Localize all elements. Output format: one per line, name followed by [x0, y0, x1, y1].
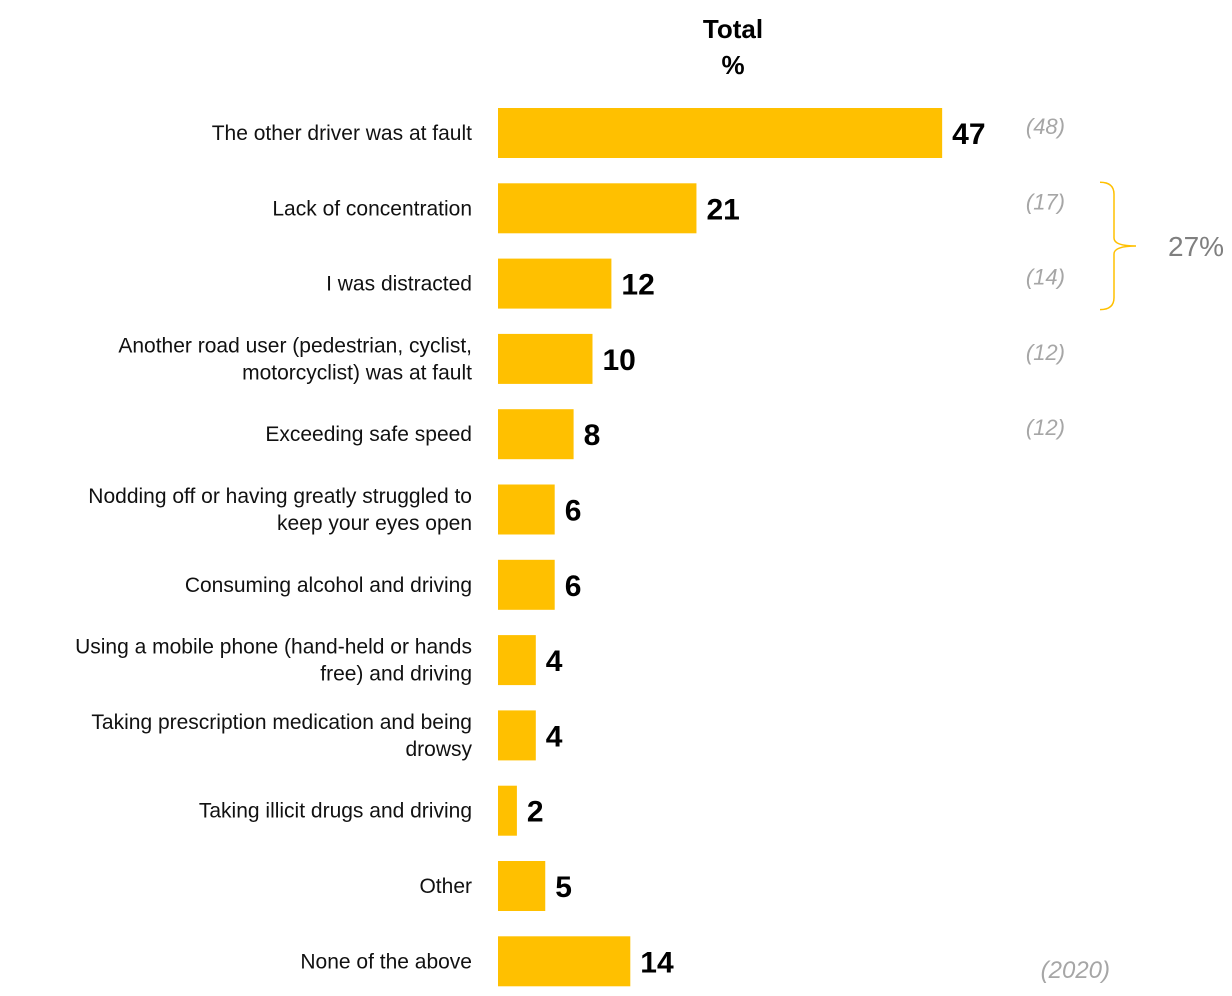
category-labels: The other driver was at fault Lack of con…	[75, 122, 472, 973]
category-label: Nodding off or having greatly struggled …	[88, 485, 472, 508]
comparison-values: (48) (17) (14) (12) (12)	[1026, 114, 1065, 440]
value-label: 5	[555, 871, 572, 904]
comparison-value: (12)	[1026, 340, 1065, 365]
value-labels: 47 21 12 10 8 6 6 4 4 2 5 14	[527, 118, 986, 979]
bar	[498, 183, 697, 234]
bar	[498, 409, 574, 460]
category-label: None of the above	[300, 950, 472, 973]
header-total: Total	[703, 14, 763, 44]
value-label: 14	[640, 946, 674, 979]
comparison-value: (48)	[1026, 114, 1065, 139]
value-label: 47	[952, 118, 985, 151]
comparison-value: (17)	[1026, 189, 1065, 214]
value-label: 2	[527, 796, 544, 829]
category-label: I was distracted	[326, 273, 472, 296]
value-label: 21	[706, 193, 739, 226]
column-header: Total%	[703, 14, 763, 80]
comparison-value: (12)	[1026, 415, 1065, 440]
value-label: 12	[621, 269, 654, 302]
bars	[498, 108, 943, 987]
category-label: Using a mobile phone (hand-held or hands	[75, 636, 472, 659]
bar	[498, 559, 555, 610]
value-label: 8	[584, 419, 601, 452]
bracket-shape	[1099, 181, 1137, 311]
value-label: 4	[546, 645, 563, 678]
category-label: The other driver was at fault	[212, 122, 472, 145]
comparison-year: (2020)	[1041, 957, 1110, 984]
bracket-label: 27%	[1168, 231, 1224, 262]
category-label: Lack of concentration	[272, 197, 472, 220]
category-label: Exceeding safe speed	[265, 423, 472, 446]
category-label: drowsy	[405, 738, 472, 761]
bar	[498, 258, 612, 309]
category-label: motorcyclist) was at fault	[242, 361, 472, 384]
bar	[498, 635, 536, 686]
category-label: free) and driving	[320, 663, 472, 686]
value-label: 10	[603, 344, 636, 377]
value-label: 4	[546, 720, 563, 753]
category-label: Another road user (pedestrian, cyclist,	[118, 334, 472, 357]
comparison-value: (14)	[1026, 265, 1065, 290]
bar	[498, 108, 943, 158]
category-label: Taking illicit drugs and driving	[199, 800, 472, 823]
value-label: 6	[565, 570, 582, 603]
bar	[498, 936, 631, 987]
comparison-year-label: (2020)	[1041, 957, 1110, 984]
category-label: Consuming alcohol and driving	[185, 574, 472, 597]
bracket: 27%	[1099, 181, 1224, 311]
category-label: Other	[419, 875, 472, 898]
bar	[498, 861, 546, 911]
value-label: 6	[565, 495, 582, 528]
bar	[498, 484, 555, 535]
category-label: Taking prescription medication and being	[91, 711, 472, 734]
bar	[498, 333, 593, 384]
header-percent: %	[721, 50, 744, 80]
bar	[498, 710, 536, 761]
bar	[498, 785, 517, 836]
category-label: keep your eyes open	[277, 512, 472, 535]
